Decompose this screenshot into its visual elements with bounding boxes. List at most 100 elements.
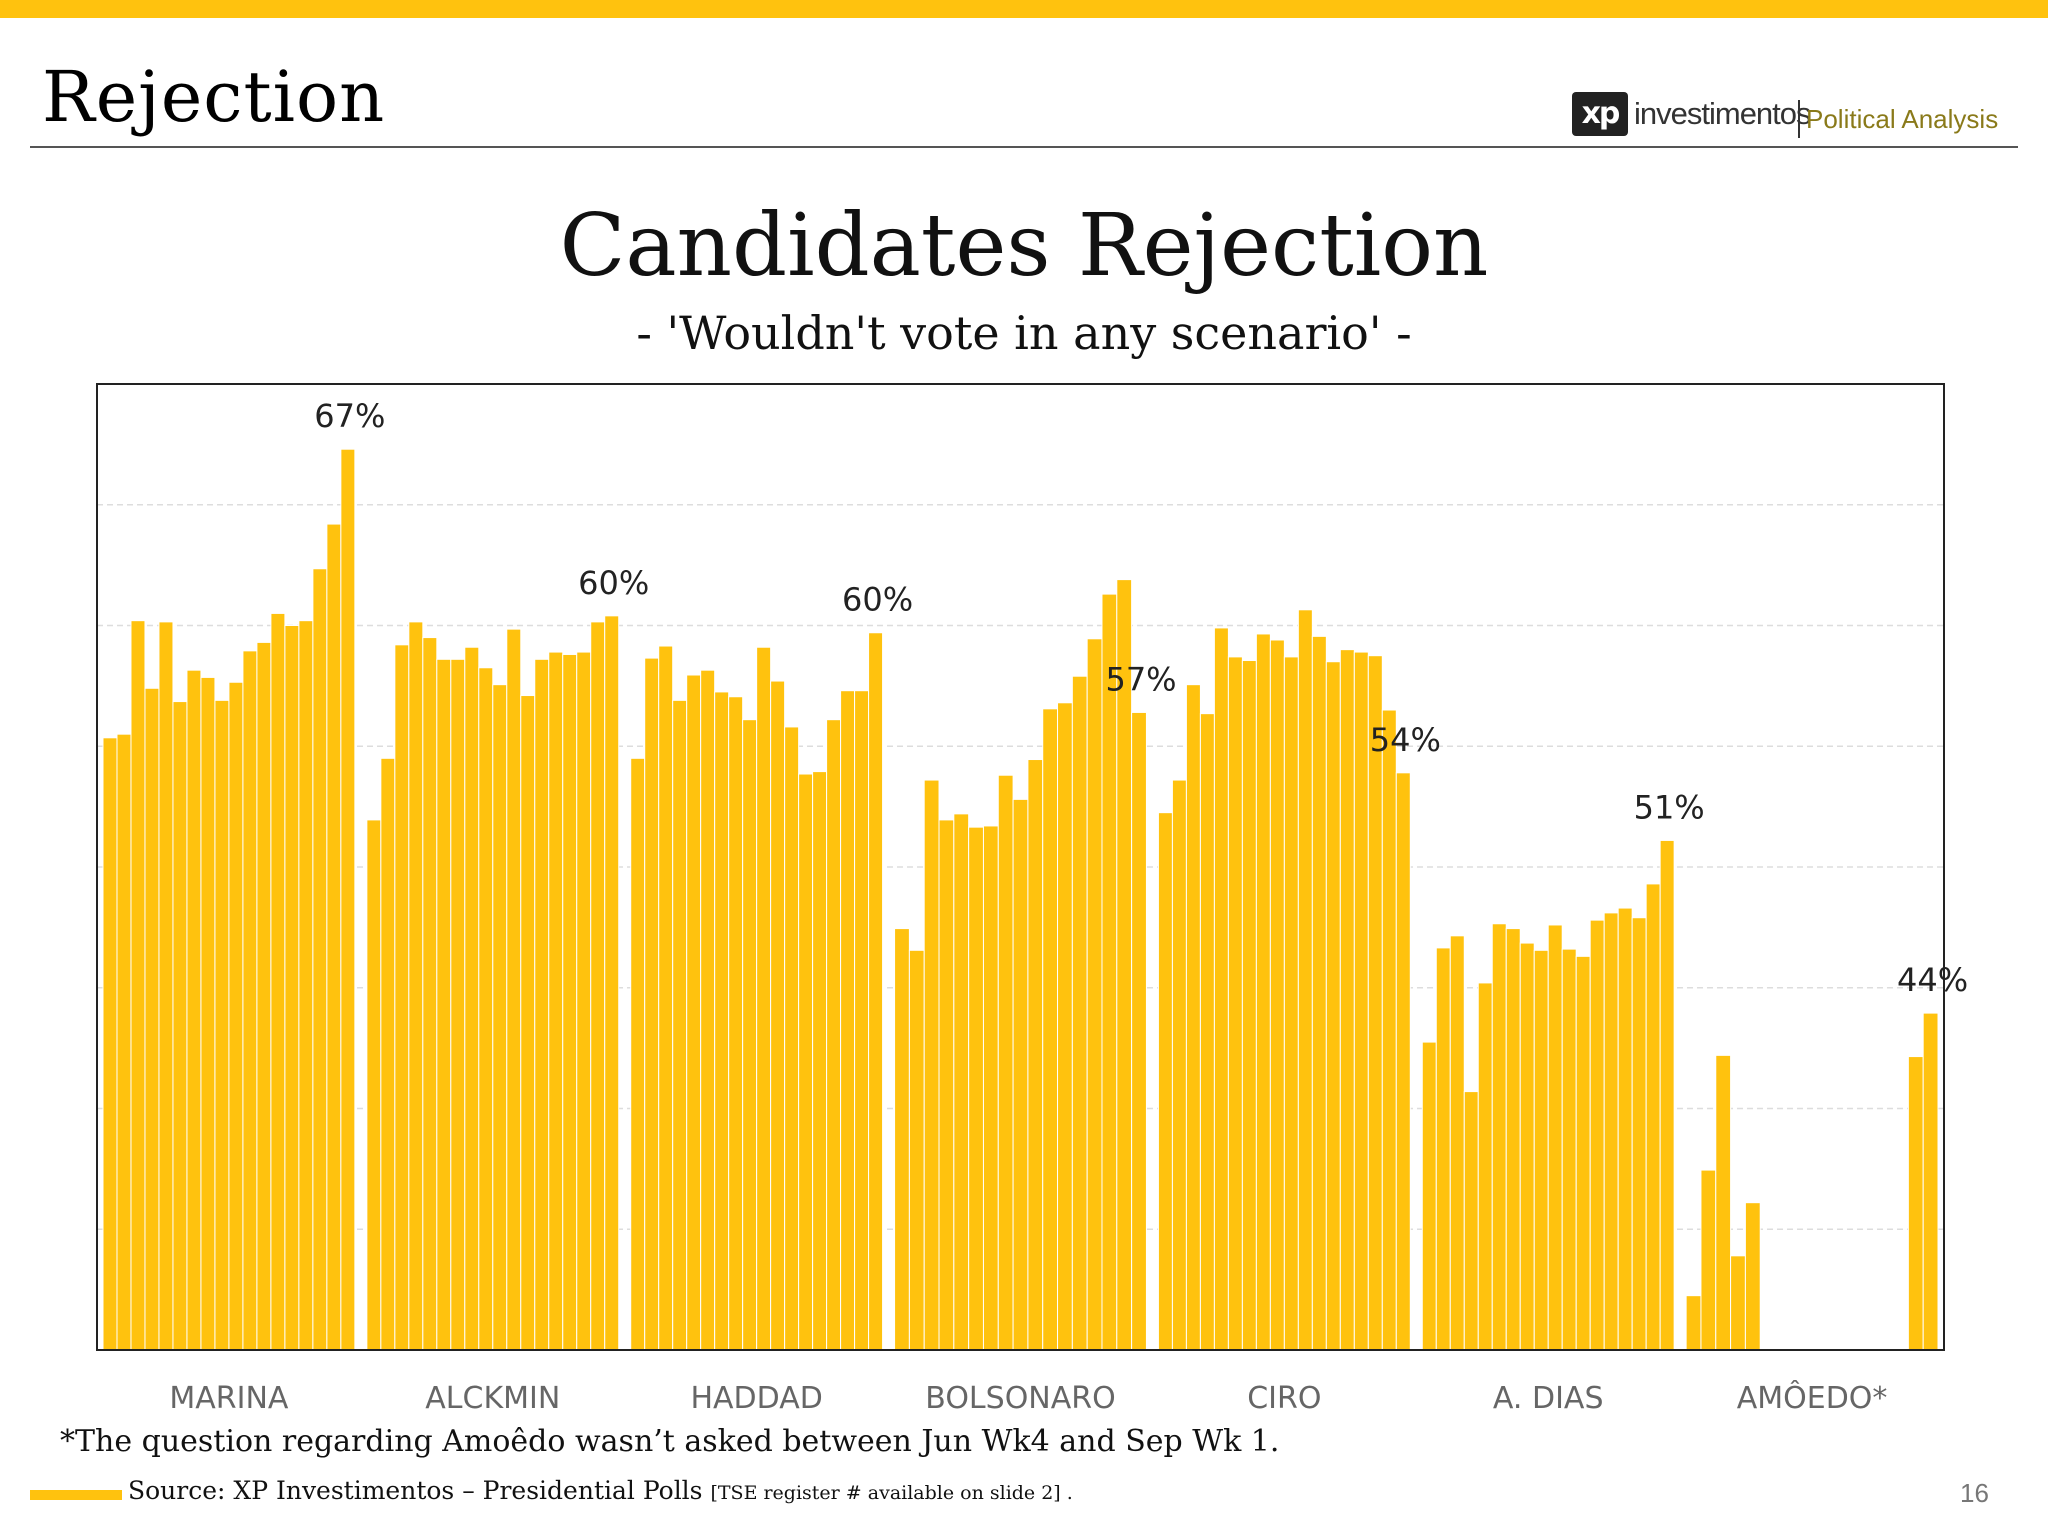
bar [784, 726, 800, 1351]
bar [408, 621, 424, 1351]
bar [1519, 942, 1535, 1351]
bar [340, 448, 356, 1351]
bar-data-label: 51% [1634, 788, 1705, 826]
bar [478, 667, 494, 1351]
bar [1631, 917, 1647, 1351]
bar [200, 676, 216, 1351]
bar [1086, 638, 1103, 1351]
bar [102, 737, 118, 1351]
bar [700, 669, 716, 1351]
bar [672, 699, 688, 1351]
bar [1057, 702, 1073, 1351]
bar [1533, 949, 1549, 1351]
bar [506, 628, 522, 1351]
xp-logo: xp investimentos Political Analysis [1572, 92, 2002, 140]
bar [840, 690, 856, 1351]
bar [982, 825, 999, 1351]
bar [1505, 928, 1521, 1351]
bar [1491, 923, 1507, 1351]
bar [366, 819, 382, 1351]
bar [534, 658, 550, 1351]
bar [1603, 912, 1619, 1351]
bar [590, 621, 606, 1351]
bar [728, 696, 744, 1351]
bar [1715, 1054, 1732, 1351]
bar [1435, 947, 1451, 1351]
bar [270, 612, 286, 1351]
bar [116, 733, 132, 1351]
bar [436, 658, 452, 1351]
bar [1283, 656, 1299, 1351]
bar [1922, 1012, 1939, 1351]
title-divider [30, 146, 2018, 148]
bar [380, 757, 396, 1351]
bar [938, 819, 955, 1351]
bar [756, 646, 772, 1351]
bar [1199, 713, 1215, 1351]
bar [1575, 955, 1591, 1351]
source-note: [TSE register # available on slide 2] . [710, 1482, 1073, 1504]
category-tick-label: AMÔEDO* [1737, 1379, 1888, 1416]
bar [854, 690, 870, 1351]
bar [548, 651, 564, 1351]
bar [562, 653, 578, 1351]
bar [644, 657, 660, 1351]
source-line: Source: XP Investimentos – Presidential … [128, 1476, 1073, 1505]
bar [742, 719, 758, 1351]
bar [908, 949, 925, 1351]
bar [130, 620, 146, 1351]
bar [630, 757, 646, 1351]
bar [186, 669, 202, 1351]
bar [714, 691, 730, 1351]
bar [492, 684, 508, 1351]
bar [158, 621, 174, 1351]
bar [1367, 655, 1383, 1351]
bar-data-label: 60% [578, 564, 649, 602]
bar [1477, 982, 1493, 1351]
bar [1297, 609, 1313, 1351]
bar [1561, 948, 1577, 1351]
bar [812, 771, 828, 1351]
bar [144, 687, 160, 1351]
bar [923, 779, 940, 1351]
category-tick-label: HADDAD [690, 1381, 822, 1416]
bar [1700, 1169, 1717, 1351]
bar [1685, 1295, 1702, 1351]
bar [894, 928, 910, 1351]
bar [214, 699, 230, 1351]
bar [658, 645, 674, 1351]
category-tick-label: MARINA [169, 1381, 289, 1416]
bar [520, 695, 536, 1351]
xp-logo-wordmark: investimentos [1634, 96, 1812, 131]
bar-data-label: 67% [314, 397, 385, 435]
logo-tagline: Political Analysis [1806, 104, 1999, 134]
bar [1101, 593, 1118, 1351]
bar [1381, 709, 1397, 1351]
bar [686, 674, 702, 1351]
bar [450, 658, 466, 1351]
plot-frame [96, 383, 1945, 1351]
bar [1157, 812, 1173, 1351]
bar [172, 701, 188, 1351]
bar [326, 523, 342, 1351]
bar-data-label: 44% [1897, 961, 1968, 999]
chart-title: Candidates Rejection [559, 196, 1489, 296]
category-tick-label: A. DIAS [1493, 1381, 1604, 1416]
bar [298, 620, 314, 1351]
bar [604, 615, 620, 1351]
bar [1395, 772, 1411, 1351]
bar [1311, 635, 1327, 1351]
bar [422, 637, 438, 1351]
bar [1171, 779, 1187, 1351]
bar [1449, 935, 1465, 1351]
footnote: *The question regarding Amoêdo wasn’t as… [60, 1424, 1280, 1459]
bar [1325, 661, 1341, 1351]
category-tick-label: ALCKMIN [425, 1381, 560, 1416]
bar [770, 680, 786, 1351]
bar [1353, 651, 1369, 1351]
bar-data-label: 57% [1105, 660, 1176, 698]
bar [1589, 919, 1605, 1351]
bar [1907, 1056, 1924, 1351]
bar [1730, 1255, 1746, 1351]
rejection-bar-chart: 67% MARINA 60% ALCKMIN 60% HADDAD 57% BOLSONARO… [96, 383, 1968, 1416]
